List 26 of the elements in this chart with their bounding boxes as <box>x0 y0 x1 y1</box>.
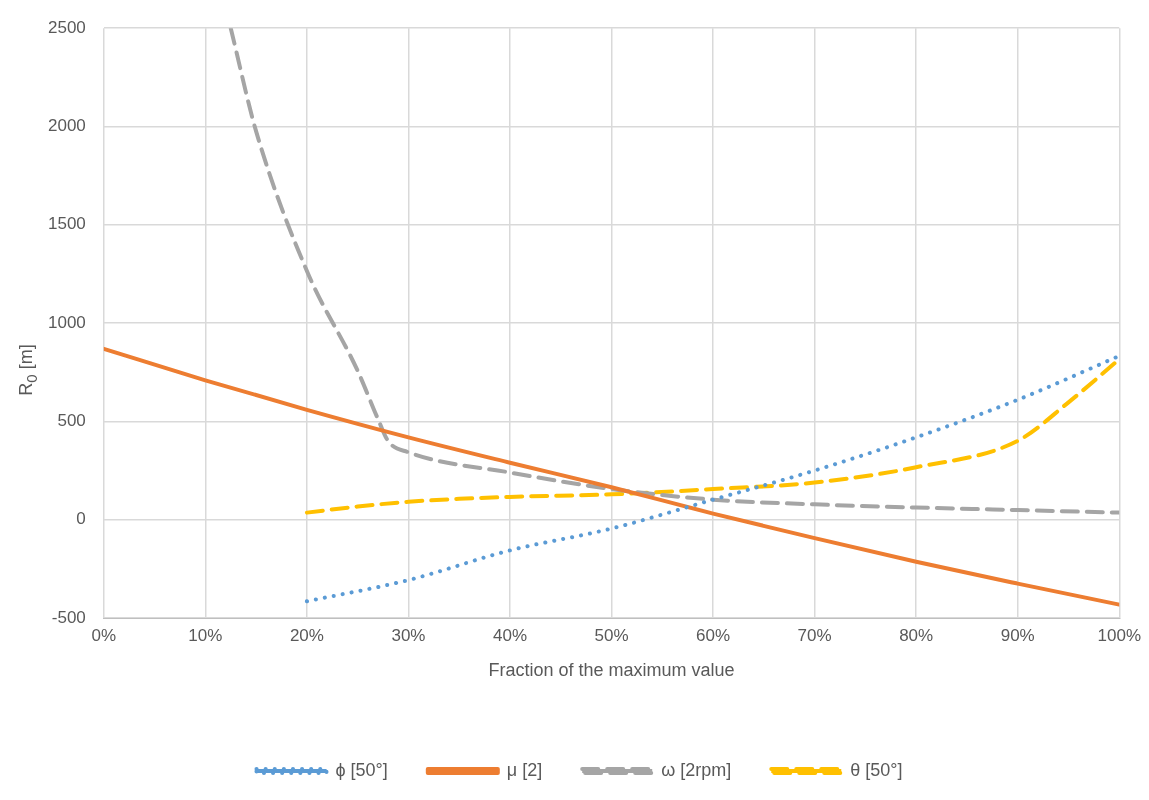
line-series <box>304 353 1120 604</box>
x-tick-label: 30% <box>391 625 426 645</box>
y-tick-label: 2500 <box>47 17 86 37</box>
legend-label: θ [50°] <box>850 759 903 780</box>
y-tick-label: 1000 <box>47 312 86 332</box>
x-tick-label: 20% <box>289 625 324 645</box>
x-tick-label: 100% <box>1097 625 1141 645</box>
line-series <box>103 346 1120 607</box>
x-tick-label: 10% <box>188 625 223 645</box>
x-tick-label: 60% <box>696 625 731 645</box>
y-tick-label: 2000 <box>47 116 86 136</box>
legend-label: ϕ [50°] <box>335 759 388 780</box>
x-tick-label: 80% <box>899 625 934 645</box>
legend-label: ω [2rpm] <box>661 759 732 780</box>
y-tick-label: 1500 <box>47 214 86 234</box>
x-tick-label: 90% <box>1000 625 1035 645</box>
x-axis-title: Fraction of the maximum value <box>488 660 735 681</box>
x-tick-label: 70% <box>797 625 832 645</box>
line-series <box>228 28 1120 515</box>
y-tick-label: 0 <box>76 509 86 529</box>
x-tick-label: 50% <box>594 625 629 645</box>
y-tick-label: -500 <box>51 607 86 627</box>
y-tick-label: 500 <box>57 411 86 431</box>
x-tick-label: 40% <box>492 625 528 645</box>
x-tick-label: 0% <box>91 625 117 645</box>
legend-label: μ [2] <box>506 759 543 780</box>
